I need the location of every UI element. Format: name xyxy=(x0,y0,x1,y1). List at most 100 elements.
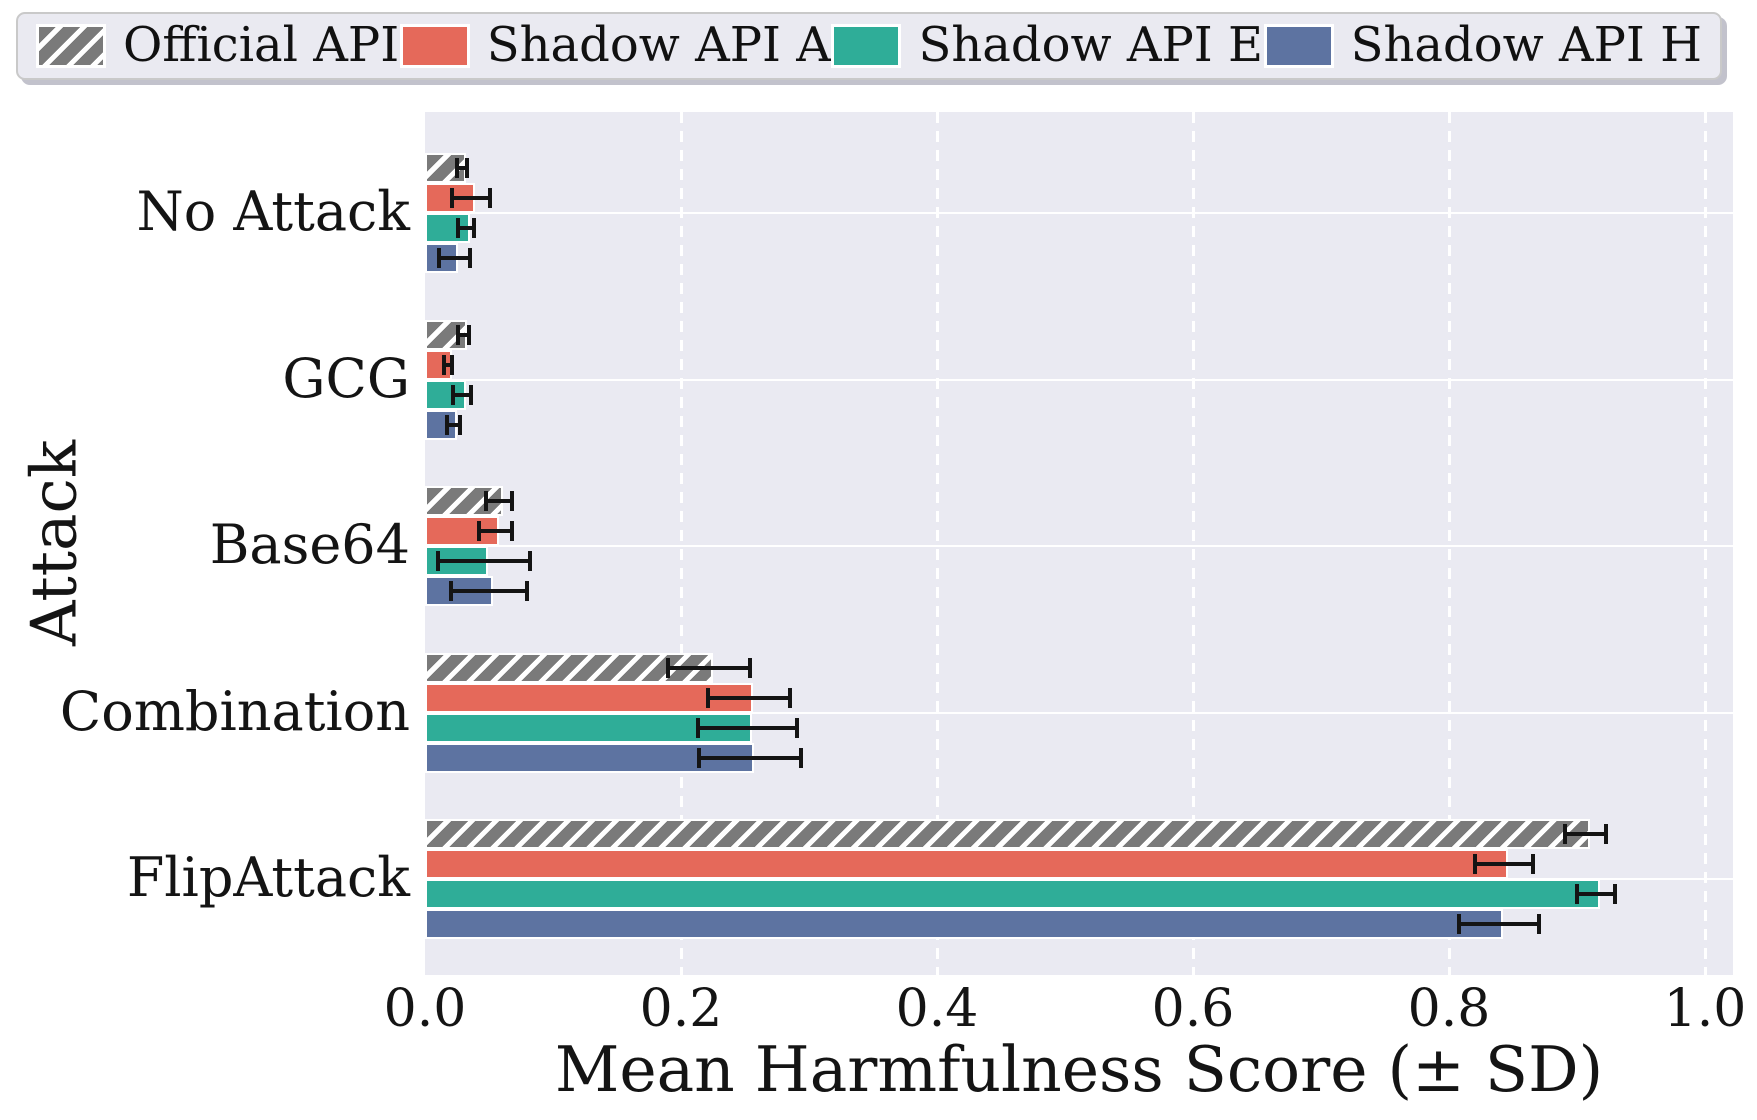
error-bar-cap xyxy=(787,687,792,708)
error-bar-cap xyxy=(525,581,530,601)
error-bar-cap xyxy=(476,521,481,541)
x-tick-label: 0.6 xyxy=(1151,979,1235,1039)
error-bar xyxy=(668,665,751,670)
bar xyxy=(425,652,714,683)
error-bar-cap xyxy=(795,717,800,738)
error-bar xyxy=(444,362,452,367)
bar xyxy=(425,909,1503,939)
error-bar-cap xyxy=(449,354,454,375)
legend-label: Shadow API H xyxy=(1350,16,1702,73)
error-bar-cap xyxy=(666,657,671,678)
legend-swatch xyxy=(1263,24,1334,68)
legend-label: Shadow API E xyxy=(918,16,1264,73)
error-bar-cap xyxy=(1457,914,1462,934)
bar xyxy=(425,879,1601,909)
category-label: Combination xyxy=(59,679,410,743)
error-bar-cap xyxy=(1575,884,1579,904)
error-bar-cap xyxy=(1531,854,1536,874)
error-bar-cap xyxy=(705,687,710,708)
error-bar-cap xyxy=(471,218,476,238)
error-bar-cap xyxy=(1536,914,1541,934)
error-bar-cap xyxy=(467,248,472,268)
legend-label: Official API xyxy=(123,16,400,73)
error-bar xyxy=(437,559,530,563)
error-bar xyxy=(453,392,472,397)
error-bar xyxy=(1565,832,1607,836)
x-axis-title: Mean Harmfulness Score (± SD) xyxy=(554,1033,1604,1106)
x-gridline xyxy=(1192,112,1195,975)
error-bar-cap xyxy=(451,384,456,405)
plot-area xyxy=(425,112,1733,975)
x-gridline xyxy=(1448,112,1451,975)
error-bar xyxy=(446,422,460,427)
x-tick-label: 0.8 xyxy=(1407,979,1491,1039)
error-bar xyxy=(697,725,798,730)
error-bar xyxy=(458,332,469,337)
error-bar-cap xyxy=(799,747,804,768)
error-bar-cap xyxy=(435,551,440,571)
error-bar-cap xyxy=(1563,824,1568,844)
error-bar-cap xyxy=(696,747,701,768)
error-bar-cap xyxy=(466,324,471,345)
error-bar-cap xyxy=(1472,854,1477,874)
error-bar-cap xyxy=(488,188,493,208)
error-bar-cap xyxy=(510,491,515,511)
error-bar xyxy=(450,589,528,593)
y-gridline xyxy=(425,212,1733,214)
error-bar-cap xyxy=(527,551,532,571)
error-bar-cap xyxy=(442,354,447,375)
category-label: No Attack xyxy=(136,179,410,243)
error-bar-cap xyxy=(448,581,453,601)
error-bar-cap xyxy=(465,158,470,178)
y-gridline xyxy=(425,378,1733,381)
error-bar-cap xyxy=(437,248,442,268)
error-bar-cap xyxy=(510,521,515,541)
error-bar xyxy=(458,226,474,230)
legend: Official API Shadow API A Shadow API E Shad… xyxy=(16,12,1722,80)
legend-item: Shadow API E xyxy=(831,21,1263,72)
error-bar xyxy=(451,196,491,200)
error-bar xyxy=(1474,862,1534,866)
error-bar-cap xyxy=(469,384,474,405)
error-bar xyxy=(1459,922,1539,926)
error-bar xyxy=(486,499,513,503)
x-tick-label: 0.2 xyxy=(639,979,723,1039)
error-bar xyxy=(1577,892,1616,896)
legend-item: Shadow API H xyxy=(1263,16,1702,73)
error-bar xyxy=(439,256,470,260)
error-bar-cap xyxy=(456,324,461,345)
x-gridline xyxy=(680,112,683,975)
category-label: Base64 xyxy=(209,512,410,576)
legend-label: Shadow API A xyxy=(486,16,831,73)
error-bar-cap xyxy=(449,188,454,208)
error-bar-cap xyxy=(457,414,462,435)
x-tick-label: 1.0 xyxy=(1663,979,1747,1039)
error-bar-cap xyxy=(748,657,753,678)
error-bar-cap xyxy=(484,491,489,511)
error-bar xyxy=(698,755,802,760)
y-axis-title: Attack xyxy=(17,439,91,647)
error-bar-cap xyxy=(695,717,700,738)
error-bar-cap xyxy=(1613,884,1618,904)
bar xyxy=(425,379,467,410)
y-gridline xyxy=(425,711,1733,714)
error-bar-cap xyxy=(455,158,459,178)
legend-item: Shadow API A xyxy=(399,16,831,73)
error-bar xyxy=(478,529,513,533)
x-tick-label: 0.0 xyxy=(383,979,467,1039)
legend-swatch xyxy=(399,24,470,68)
error-bar-cap xyxy=(1604,824,1609,844)
x-gridline xyxy=(1704,112,1707,975)
legend-item: Official API xyxy=(36,21,399,72)
bar xyxy=(425,319,468,350)
y-gridline xyxy=(425,545,1733,547)
legend-swatch xyxy=(831,24,902,68)
x-tick-label: 0.4 xyxy=(895,979,979,1039)
category-label: FlipAttack xyxy=(126,845,410,909)
error-bar-cap xyxy=(456,218,461,238)
error-bar xyxy=(457,166,468,170)
bar xyxy=(425,819,1590,849)
bar xyxy=(425,682,753,713)
error-bar-cap xyxy=(444,414,449,435)
